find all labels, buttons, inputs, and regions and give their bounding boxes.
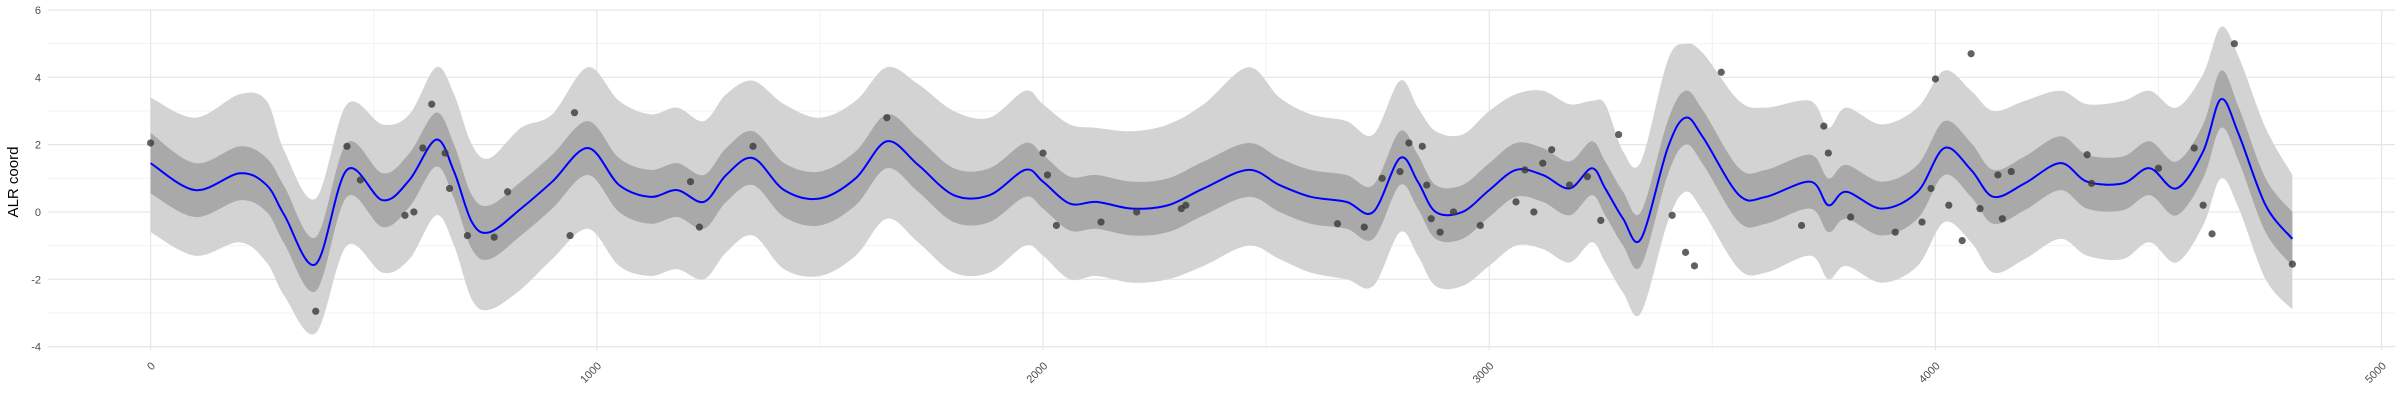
data-point: [1539, 159, 1547, 167]
inner-band: [150, 70, 2293, 293]
data-point: [1418, 142, 1426, 150]
y-tick-label: 6: [35, 5, 41, 17]
data-point: [1521, 166, 1529, 174]
data-point: [1994, 171, 2002, 179]
data-point: [1820, 122, 1828, 130]
data-point: [419, 144, 427, 152]
data-point: [1052, 221, 1061, 230]
data-point: [1039, 149, 1047, 157]
data-point: [1967, 50, 1975, 58]
y-tick-label: 0: [35, 207, 41, 219]
data-point: [356, 176, 364, 184]
data-point: [1436, 228, 1444, 236]
data-point: [445, 184, 454, 193]
observation-points: [147, 40, 2296, 315]
y-axis-ticks: -4 -2 0 2 4 6: [31, 5, 41, 354]
data-point: [1427, 215, 1435, 223]
data-point: [1931, 75, 1940, 83]
data-point: [2199, 201, 2207, 209]
data-point: [1690, 262, 1699, 270]
data-point: [490, 233, 498, 241]
data-point: [401, 211, 409, 219]
data-point: [1378, 174, 1386, 182]
data-point: [1998, 215, 2006, 223]
data-point: [1449, 208, 1458, 216]
data-point: [1847, 213, 1855, 221]
data-point: [1423, 181, 1431, 189]
data-point: [1891, 228, 1899, 236]
data-point: [1615, 130, 1623, 139]
data-point: [1927, 184, 1935, 193]
data-point: [1182, 201, 1190, 209]
data-point: [503, 188, 512, 196]
y-tick-label: -2: [31, 274, 41, 286]
data-point: [2208, 230, 2216, 238]
y-tick-label: -4: [31, 342, 41, 354]
y-tick-label: 2: [35, 140, 41, 152]
y-axis-title: ALR coord: [5, 147, 22, 218]
data-point: [147, 139, 155, 147]
data-point: [410, 208, 418, 216]
data-point: [883, 114, 891, 122]
data-point: [749, 142, 757, 150]
mean-line-group: [150, 98, 2294, 266]
data-point: [566, 231, 574, 240]
data-point: [1133, 208, 1141, 216]
data-point: [695, 223, 704, 231]
data-point: [2154, 164, 2163, 172]
data-point: [1097, 218, 1105, 226]
data-point: [312, 307, 320, 315]
data-point: [1668, 211, 1676, 219]
data-point: [1405, 139, 1413, 147]
data-point: [1476, 221, 1484, 230]
data-point: [686, 178, 695, 186]
data-point: [1548, 146, 1556, 154]
data-point: [2007, 167, 2015, 176]
data-point: [1945, 201, 1953, 209]
data-point: [2087, 179, 2096, 187]
data-point: [1717, 68, 1725, 76]
data-point: [1530, 208, 1538, 216]
data-point: [2288, 260, 2296, 268]
data-point: [1396, 167, 1404, 176]
data-point: [1043, 171, 1052, 179]
data-point: [1512, 198, 1520, 206]
data-point: [2230, 40, 2238, 48]
data-point: [2190, 144, 2198, 152]
mean-line: [150, 98, 2294, 266]
data-point: [1565, 181, 1574, 189]
data-point: [1976, 205, 1984, 213]
data-point: [1918, 218, 1926, 226]
data-point: [1681, 248, 1690, 256]
data-point: [463, 231, 472, 240]
data-point: [1824, 149, 1832, 157]
data-point: [343, 142, 351, 150]
data-point: [1333, 220, 1342, 228]
data-point: [1360, 223, 1368, 231]
data-point: [1797, 221, 1806, 230]
data-point: [428, 100, 436, 108]
data-point: [1597, 216, 1605, 224]
data-point: [1958, 236, 1966, 245]
y-tick-label: 4: [35, 72, 41, 84]
data-point: [2083, 151, 2091, 159]
data-point: [570, 109, 579, 117]
data-point: [441, 149, 449, 157]
data-point: [1583, 173, 1591, 181]
